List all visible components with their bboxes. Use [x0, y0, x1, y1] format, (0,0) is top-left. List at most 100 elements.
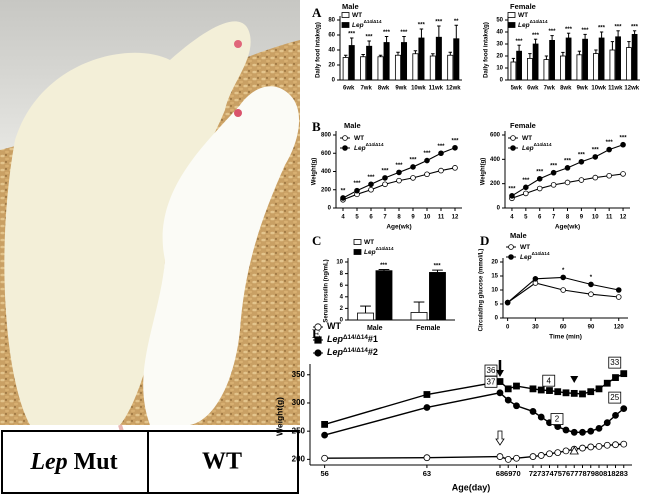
caption-gene: Lep — [29, 449, 67, 475]
marker — [537, 452, 545, 459]
marker — [570, 389, 578, 397]
x-tick-label: 60 — [560, 325, 567, 331]
note-label: 37 — [487, 377, 496, 386]
note-label: 4 — [547, 376, 552, 385]
legend-label: LepΔ14/Δ14 — [520, 251, 550, 261]
legend-sup: Δ14/Δ14 — [534, 142, 552, 147]
bar — [615, 36, 621, 81]
y-tick-label: 10 — [491, 288, 498, 294]
marker — [587, 427, 595, 435]
bar — [429, 55, 436, 81]
marker — [340, 195, 346, 201]
legend-name: Lep — [520, 254, 532, 261]
y-tick-label: 5 — [495, 302, 499, 308]
legend-label: WT — [518, 12, 528, 19]
marker — [550, 182, 557, 188]
x-tick-label: 120 — [614, 325, 625, 331]
legend-label: WT — [352, 12, 362, 19]
arrow-head — [495, 370, 504, 377]
y-tick-label: 200 — [490, 181, 501, 187]
y-tick-label: 800 — [321, 133, 332, 139]
y-tick-label: 0 — [500, 78, 504, 84]
marker — [537, 386, 545, 394]
bar — [565, 37, 572, 81]
y-axis-label: Daily food intake(g) — [316, 22, 322, 78]
x-tick-label: 10 — [592, 215, 599, 221]
x-tick-label: 80 — [595, 469, 603, 478]
marker — [529, 385, 537, 393]
significance: *** — [435, 20, 443, 26]
note-box — [550, 413, 564, 425]
legend-marker — [508, 254, 514, 260]
bar — [375, 270, 393, 321]
x-axis-label: Time (min) — [549, 334, 582, 341]
marker — [612, 441, 619, 449]
significance: *** — [380, 263, 388, 269]
y-axis-label: Weight(g) — [481, 158, 487, 186]
y-tick-label: 600 — [321, 151, 332, 157]
y-axis-label: Weight(g) — [274, 397, 284, 436]
marker — [496, 378, 504, 385]
x-tick-label: 9 — [580, 215, 584, 221]
marker — [546, 450, 553, 458]
marker — [529, 453, 537, 460]
marker — [560, 274, 566, 281]
chart-title: Male — [510, 231, 527, 240]
y-axis-label: Serum insulin (ng/mL) — [324, 259, 330, 322]
x-tick-label: 70 — [512, 469, 520, 478]
significance: ** — [341, 189, 346, 195]
significance: *** — [614, 24, 622, 30]
y-tick-label: 40 — [328, 48, 335, 54]
triangle-up — [569, 446, 579, 455]
x-tick-label: 69 — [504, 469, 512, 478]
marker — [595, 442, 603, 450]
bar — [418, 37, 425, 81]
note-box — [542, 374, 556, 387]
marker — [423, 454, 431, 462]
legend-swatch — [507, 12, 516, 18]
y-tick-label: 20 — [491, 260, 498, 266]
marker — [509, 193, 515, 199]
marker — [396, 177, 402, 184]
legend-label: WT — [364, 239, 374, 246]
bar — [348, 45, 355, 81]
marker — [321, 431, 329, 439]
marker — [513, 382, 520, 390]
legend-label: LepΔ14/Δ14 — [352, 19, 382, 29]
significance: ** — [454, 19, 459, 25]
legend-marker — [314, 349, 322, 357]
legend-name: Lep — [518, 22, 530, 29]
marker — [496, 453, 504, 460]
bar — [447, 54, 454, 81]
significance: *** — [418, 23, 426, 29]
marker — [410, 164, 416, 170]
legend-sup: Δ14/Δ14 — [366, 142, 384, 147]
marker — [523, 184, 529, 191]
legend-marker — [510, 135, 516, 141]
marker — [606, 146, 612, 153]
marker — [587, 388, 595, 396]
x-tick-label: 78 — [578, 469, 586, 478]
significance: *** — [548, 29, 556, 35]
bar — [510, 61, 517, 81]
bar — [383, 42, 390, 81]
x-axis-label: Age(day) — [452, 482, 491, 492]
marker — [513, 454, 520, 462]
marker — [382, 175, 388, 181]
bar — [377, 56, 384, 81]
significance: *** — [564, 158, 572, 164]
marker — [550, 169, 557, 176]
legend-swatch — [341, 22, 350, 28]
significance: *** — [434, 264, 442, 270]
x-tick-label: 73 — [537, 469, 545, 478]
legend-marker — [342, 145, 348, 151]
significance: *** — [620, 135, 628, 141]
significance: *** — [367, 175, 375, 181]
caption-right: WT — [202, 449, 242, 475]
marker — [504, 396, 512, 404]
x-tick-label: 82 — [611, 469, 619, 478]
x-axis-label: Age(wk) — [555, 224, 580, 231]
x-tick-label: 10 — [424, 215, 431, 221]
